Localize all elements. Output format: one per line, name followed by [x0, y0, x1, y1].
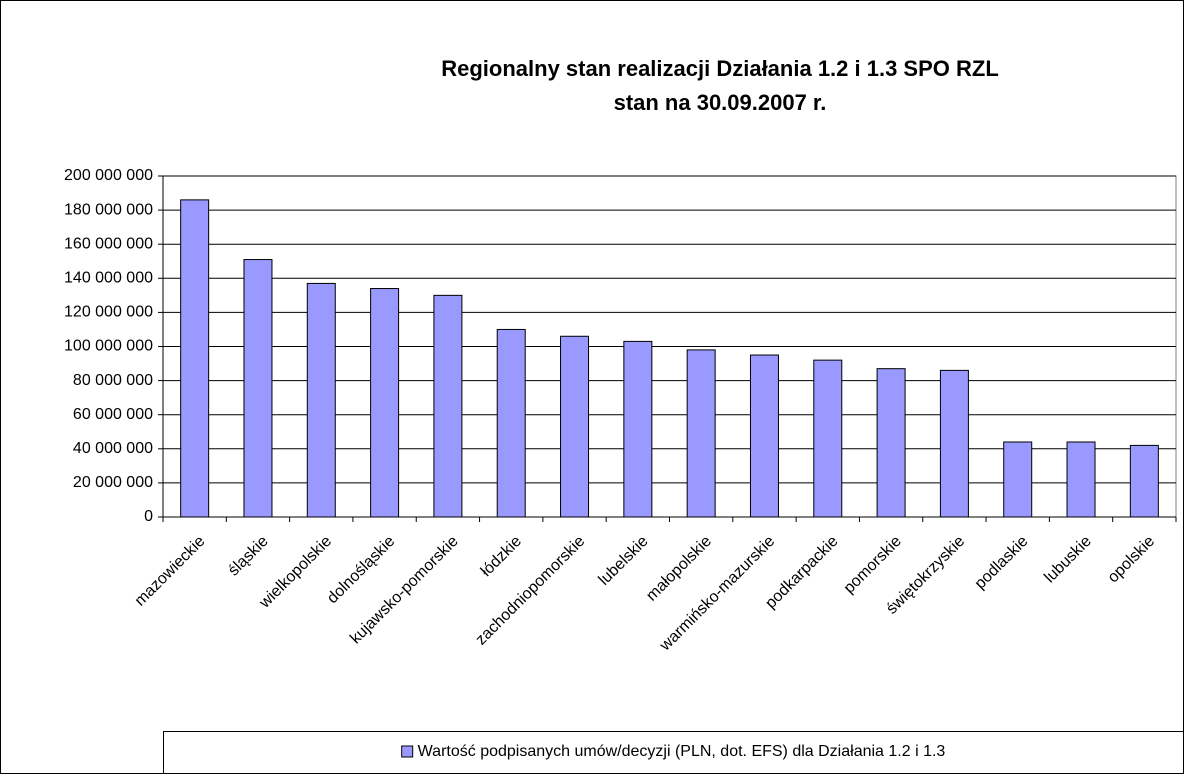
bar: [813, 359, 843, 518]
bar: [243, 259, 273, 518]
y-tick-label: 40 000 000: [73, 440, 153, 457]
bar: [1003, 441, 1033, 518]
bar: [876, 368, 906, 518]
bar: [180, 199, 210, 518]
y-tick-label: 140 000 000: [64, 270, 153, 287]
bar: [496, 328, 526, 518]
y-tick-label: 60 000 000: [73, 406, 153, 423]
y-tick-label: 120 000 000: [64, 304, 153, 321]
bar: [749, 354, 779, 518]
legend-swatch: [401, 745, 414, 758]
y-tick-label: 160 000 000: [64, 235, 153, 252]
y-tick-label: 100 000 000: [64, 338, 153, 355]
y-tick-label: 180 000 000: [64, 201, 153, 218]
bar: [306, 282, 336, 518]
bar: [939, 369, 969, 518]
bar: [433, 294, 463, 518]
chart-subtitle: stan na 30.09.2007 r.: [614, 90, 827, 115]
bar: [686, 349, 716, 518]
chart-title: Regionalny stan realizacji Działania 1.2…: [441, 56, 999, 81]
legend-label: Wartość podpisanych umów/decyzji (PLN, d…: [418, 743, 946, 760]
y-tick-label: 80 000 000: [73, 372, 153, 389]
y-tick-label: 0: [144, 508, 153, 525]
bar: [370, 288, 400, 518]
y-tick-label: 200 000 000: [64, 167, 153, 184]
legend-box: [163, 731, 1184, 774]
bar: [1129, 444, 1159, 518]
y-tick-label: 20 000 000: [73, 474, 153, 491]
bar: [623, 340, 653, 518]
bar: [1066, 441, 1096, 518]
bar: [560, 335, 590, 518]
